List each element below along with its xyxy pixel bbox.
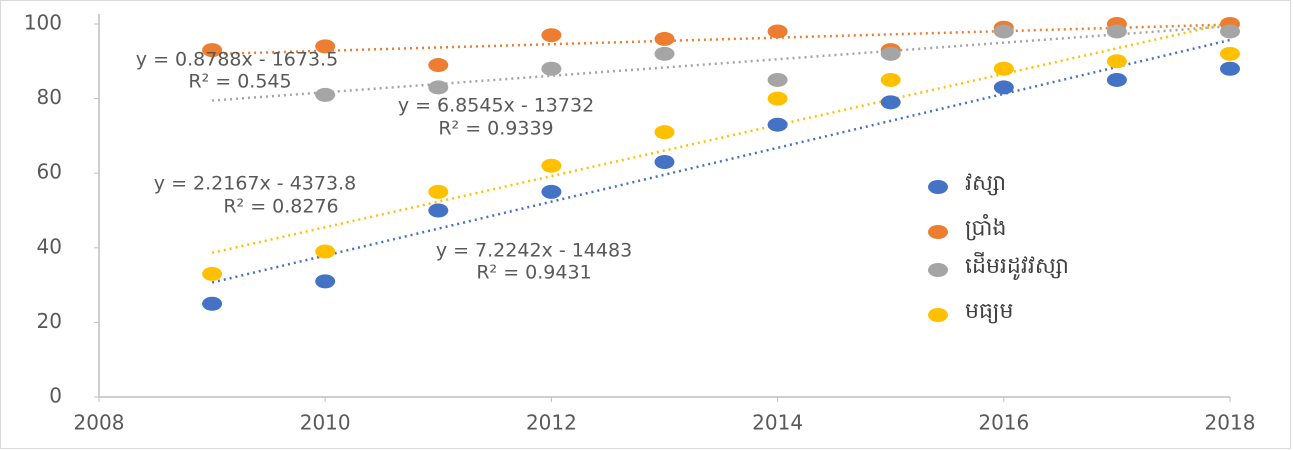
point: [541, 158, 562, 173]
trend-equation: y = 0.8788x - 1673.5: [136, 49, 338, 71]
point: [654, 31, 675, 46]
trendline: [212, 24, 1231, 102]
x-tick-label: 2018: [1205, 411, 1256, 435]
y-tick-label: 80: [37, 85, 62, 109]
point: [315, 87, 336, 102]
y-tick-label: 60: [37, 160, 62, 184]
y-tick-label: 40: [37, 234, 62, 258]
legend-marker: [928, 225, 948, 239]
trendline: [212, 23, 1231, 56]
x-tick-label: 2012: [526, 411, 577, 435]
point: [880, 72, 901, 87]
legend-label: វស្សា: [965, 171, 1006, 196]
point: [428, 184, 449, 199]
point: [541, 61, 562, 76]
y-tick-label: 0: [49, 384, 62, 408]
trend-r2: R² = 0.9339: [438, 118, 553, 140]
point: [1106, 54, 1127, 69]
point: [1220, 46, 1240, 61]
y-tick-label: 100: [24, 11, 62, 35]
point: [1106, 24, 1127, 39]
point: [315, 274, 336, 289]
trend-r2: R² = 0.9431: [476, 262, 591, 284]
trend-equation: y = 7.2242x - 14483: [436, 240, 632, 262]
point: [993, 24, 1014, 39]
point: [541, 28, 562, 43]
point: [541, 184, 562, 199]
legend-marker: [928, 263, 948, 277]
point: [767, 117, 788, 132]
y-tick-label: 20: [37, 309, 62, 333]
x-tick-label: 2014: [752, 411, 803, 435]
point: [767, 24, 788, 39]
point: [767, 72, 788, 87]
trend-equation: y = 6.8545x - 13732: [398, 95, 594, 117]
point: [654, 155, 675, 170]
legend-marker: [928, 308, 948, 322]
point: [202, 266, 223, 281]
point: [767, 91, 788, 106]
point: [428, 80, 449, 95]
point: [428, 203, 449, 218]
point: [315, 244, 336, 259]
point: [993, 61, 1014, 76]
legend-label: ដើមរដូវវស្សា: [965, 252, 1069, 280]
point: [1220, 24, 1240, 39]
x-tick-label: 2008: [74, 411, 125, 435]
x-tick-label: 2010: [300, 411, 351, 435]
point: [315, 39, 336, 54]
legend-label: មធ្យម: [965, 299, 1013, 324]
x-tick-label: 2016: [978, 411, 1029, 435]
trend-equation: y = 2.2167x - 4373.8: [154, 173, 356, 195]
point: [202, 43, 223, 58]
trend-r2: R² = 0.8276: [223, 196, 338, 218]
point: [654, 46, 675, 61]
point: [993, 80, 1014, 95]
point: [1106, 72, 1127, 87]
legend-marker: [928, 180, 948, 194]
point: [880, 46, 901, 61]
trend-r2: R² = 0.545: [188, 71, 291, 93]
trendline: [211, 38, 1231, 284]
legend-label: ប្រាំង: [965, 214, 1006, 241]
point: [202, 296, 223, 311]
point: [1220, 61, 1240, 76]
point: [654, 125, 675, 140]
point: [880, 95, 901, 110]
point: [428, 58, 449, 73]
